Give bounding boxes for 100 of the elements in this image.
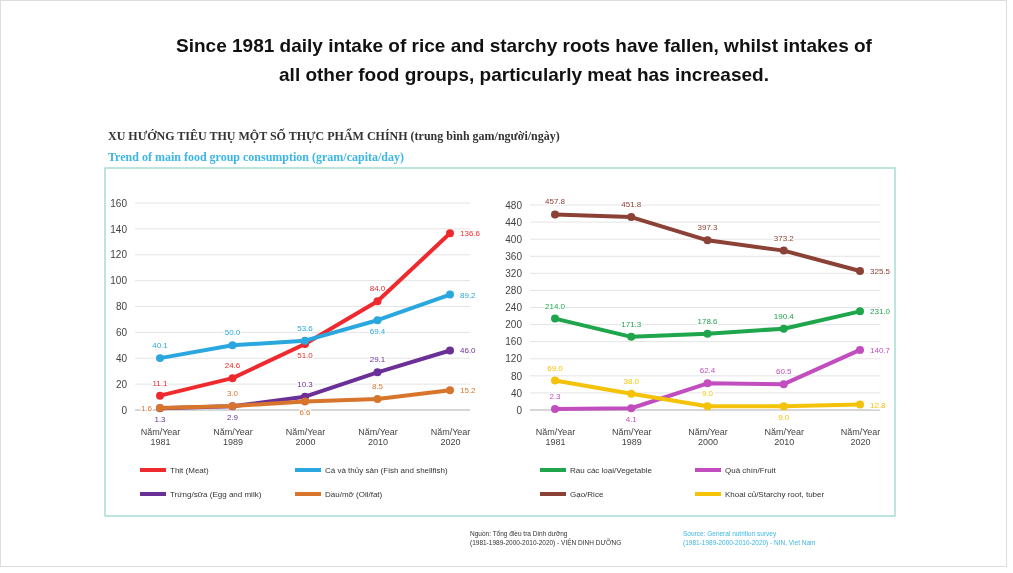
point [551,376,559,385]
data-label: 178.6 [697,316,719,326]
text: Since 1981 daily intake of rice and starchy roots have fallen, whilst intakes of all other food groups, particularly meat has increased. [176,35,873,85]
data-label: 8.5 [371,382,384,391]
data-label: 190.4 [773,311,795,321]
point [373,316,382,325]
point [373,368,382,377]
data-label: 9.0 [701,389,714,399]
point [156,391,164,400]
data-label: 89.2 [460,290,477,300]
x-tick-label: Năm/Year 2010 [358,427,398,448]
y-tick-label: 20 [115,378,128,390]
point [301,397,309,406]
chart-subtitle: XU HƯỚNG TIÊU THỤ MỘT SỐ THỰC PHẨM CHÍNH (trung bình gam/người/ngày) [108,128,560,143]
point [156,354,164,363]
text: Trend of main food group consumption (gram/capita/day) [108,150,405,164]
data-label: 140.7 [870,345,891,355]
data-label: 457.8 [544,197,566,207]
point [703,402,712,411]
data-label: 40.1 [152,341,169,351]
point [301,336,309,345]
data-label: 84.0 [369,284,386,294]
y-tick-label: 320 [505,268,523,280]
data-label: 11.1 [152,378,169,388]
y-tick-label: 140 [110,223,128,235]
y-tick-label: 480 [505,199,523,211]
data-label: 9.0 [778,413,790,423]
data-label: 15.2 [460,386,477,396]
data-label: 46.0 [460,346,477,356]
point [551,405,559,413]
y-tick-label: 160 [110,197,128,209]
point [627,213,636,222]
point [856,345,864,354]
x-tick-label: Năm/Year 1989 [213,427,253,448]
data-label: 2.3 [549,392,562,402]
data-label: 3.0 [226,389,239,399]
point [446,290,454,299]
point [373,297,382,306]
point [779,380,788,389]
y-tick-label: 280 [505,285,523,297]
data-label: 451.8 [621,200,642,210]
data-label: 1.3 [154,415,167,425]
data-label: 373.2 [773,233,795,243]
data-label: 69.4 [369,327,386,337]
data-label: 397.3 [697,223,719,233]
y-tick-label: 160 [505,336,523,348]
point [228,341,237,350]
point [703,379,712,388]
y-tick-label: 0 [121,404,128,416]
data-label: 214.0 [544,301,566,311]
x-tick-label: Năm/Year 1981 [140,427,181,448]
data-label: 62.4 [699,366,716,376]
point [856,400,864,409]
y-tick-label: 200 [505,319,523,331]
point [703,236,712,245]
data-label: 231.0 [870,307,891,317]
legend-label: Thịt (Meat) [170,466,210,475]
point [856,267,864,275]
y-tick-label: 440 [505,216,523,228]
point [703,329,712,338]
data-label: 325.5 [870,266,891,276]
x-tick-label: Năm/Year 1989 [611,427,652,448]
point [779,246,788,255]
data-label: 69.0 [547,363,564,373]
legend-label: Dầu/mỡ (Oil/fat) [325,490,383,499]
data-label: 12.8 [870,400,887,410]
point [446,229,454,238]
point [856,307,864,316]
data-label: 60.5 [775,367,793,377]
y-tick-label: 40 [115,352,128,364]
data-label: 38.0 [623,376,640,386]
y-tick-label: 360 [505,250,523,262]
y-tick-label: 240 [505,302,523,314]
x-tick-label: Năm/Year 2010 [764,427,805,448]
data-label: 10.3 [297,379,314,389]
y-tick-label: 0 [516,404,523,416]
point [373,395,382,403]
x-tick-label: Năm/Year 1981 [535,427,576,448]
x-tick-label: Năm/Year 2020 [840,427,881,448]
legend-label: Quả chín/Fruit [725,466,777,475]
data-label: 53.6 [297,323,314,333]
legend-label: Trứng/sữa (Egg and milk) [170,490,262,499]
legend-label: Rau các loại/Vegetable [570,466,653,475]
data-label: 50.0 [224,328,241,338]
point [627,389,636,398]
y-tick-label: 120 [505,353,523,365]
y-tick-label: 400 [505,233,523,245]
legend-label: Cá và thủy sản (Fish and shellfish) [325,466,449,475]
point [228,374,237,383]
point [446,386,454,395]
y-tick-label: 40 [510,387,523,399]
point [627,332,636,341]
data-label: 24.6 [224,361,241,371]
x-tick-label: Năm/Year 2000 [285,427,326,448]
x-tick-label: Năm/Year 2020 [430,427,471,448]
data-label: 2.9 [226,413,239,423]
point [779,324,788,333]
data-label: 51.0 [297,351,314,361]
data-label: 171.3 [621,319,642,329]
data-label: 1.6 [140,403,153,413]
